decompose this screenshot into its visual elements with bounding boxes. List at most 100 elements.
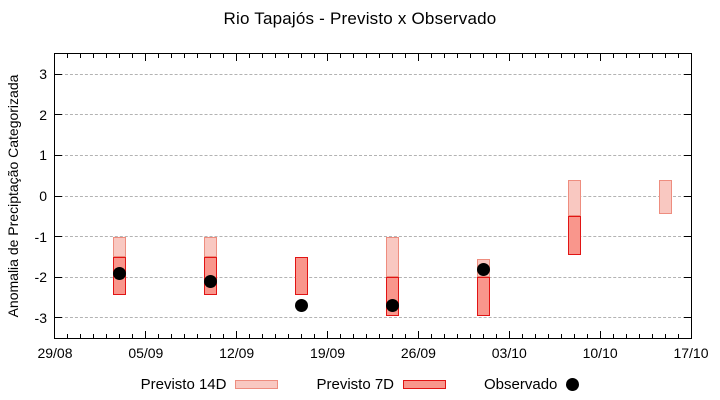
x-minor-tick xyxy=(430,334,432,338)
x-minor-tick xyxy=(560,334,562,338)
x-minor-tick-mirror xyxy=(119,54,121,58)
observed-point xyxy=(204,274,218,288)
x-minor-tick xyxy=(223,334,225,338)
x-minor-tick xyxy=(391,334,393,338)
y-tick-label: -3 xyxy=(34,309,47,326)
y-tick xyxy=(55,276,62,278)
legend-observed-point-icon xyxy=(566,377,580,391)
legend-label-previsto-14d: Previsto 14D xyxy=(140,375,227,393)
x-minor-tick-mirror xyxy=(275,54,277,58)
x-tick-label: 26/09 xyxy=(400,345,436,361)
x-minor-tick-mirror xyxy=(366,54,367,58)
x-minor-tick xyxy=(482,334,484,338)
x-minor-tick-mirror xyxy=(638,54,640,58)
x-tick-label: 03/10 xyxy=(491,345,527,361)
x-minor-tick-mirror xyxy=(314,54,316,58)
x-minor-tick xyxy=(67,334,69,338)
observed-point xyxy=(295,299,309,313)
x-minor-tick xyxy=(443,334,445,338)
legend: Previsto 14D Previsto 7D Observado xyxy=(0,371,720,397)
legend-item-observado: Observado xyxy=(484,375,580,393)
x-minor-tick xyxy=(93,334,95,338)
forecast-bar-7d xyxy=(567,216,581,255)
x-minor-tick-mirror xyxy=(80,54,82,58)
x-minor-tick-mirror xyxy=(391,54,393,58)
x-major-tick xyxy=(508,331,510,338)
x-tick-label: 05/09 xyxy=(128,345,164,361)
x-minor-tick-mirror xyxy=(664,54,666,58)
x-major-tick xyxy=(417,331,419,338)
x-minor-tick-mirror xyxy=(469,54,471,58)
x-minor-tick-mirror xyxy=(521,54,523,58)
x-minor-tick-mirror xyxy=(249,54,251,58)
x-minor-tick xyxy=(586,334,588,338)
x-minor-tick-mirror xyxy=(495,54,497,58)
x-minor-tick-mirror xyxy=(353,54,355,58)
x-minor-tick-mirror xyxy=(340,54,342,58)
x-minor-tick xyxy=(456,334,458,338)
x-minor-tick xyxy=(314,334,316,338)
x-minor-tick-mirror xyxy=(534,54,536,58)
gridline xyxy=(55,154,691,156)
gridline xyxy=(55,317,691,319)
forecast-bar-7d xyxy=(476,277,490,316)
x-minor-tick xyxy=(132,334,134,338)
forecast-bar-14d xyxy=(204,236,218,257)
x-minor-tick xyxy=(547,334,549,338)
x-minor-tick xyxy=(366,334,367,338)
chart-title: Rio Tapajós - Previsto x Observado xyxy=(223,9,497,28)
x-minor-tick xyxy=(534,334,536,338)
x-major-tick-mirror xyxy=(236,54,238,61)
y-tick xyxy=(55,114,62,116)
forecast-bar-14d xyxy=(113,236,127,257)
y-tick-mirror xyxy=(684,317,691,319)
x-minor-tick xyxy=(651,334,653,338)
gridline xyxy=(55,195,691,197)
forecast-bar-7d xyxy=(295,256,309,296)
x-minor-tick xyxy=(573,334,575,338)
x-minor-tick xyxy=(495,334,497,338)
y-tick xyxy=(55,73,62,75)
x-minor-tick xyxy=(119,334,121,338)
x-minor-tick-mirror xyxy=(301,54,303,58)
x-minor-tick-mirror xyxy=(197,54,199,58)
x-minor-tick-mirror xyxy=(106,54,108,58)
forecast-bar-14d xyxy=(658,179,672,215)
y-tick-mirror xyxy=(684,195,691,197)
x-minor-tick xyxy=(404,334,406,338)
observed-point xyxy=(476,262,490,276)
x-minor-tick-mirror xyxy=(560,54,562,58)
x-minor-tick-mirror xyxy=(67,54,69,58)
x-minor-tick xyxy=(664,334,666,338)
x-minor-tick-mirror xyxy=(456,54,458,58)
y-tick-mirror xyxy=(684,236,691,238)
x-minor-tick-mirror xyxy=(482,54,484,58)
observed-point xyxy=(385,299,399,313)
x-minor-tick xyxy=(158,334,160,338)
x-minor-tick xyxy=(378,334,380,338)
x-minor-tick-mirror xyxy=(288,54,290,58)
x-minor-tick-mirror xyxy=(378,54,380,58)
legend-label-observado: Observado xyxy=(484,375,558,393)
y-tick-mirror xyxy=(684,276,691,278)
x-minor-tick-mirror xyxy=(443,54,445,58)
x-minor-tick-mirror xyxy=(430,54,432,58)
x-minor-tick xyxy=(612,334,614,338)
legend-item-previsto-14d: Previsto 14D xyxy=(141,376,279,393)
y-tick-label: -2 xyxy=(34,269,47,286)
x-minor-tick xyxy=(275,334,277,338)
x-minor-tick-mirror xyxy=(171,54,173,58)
x-major-tick xyxy=(236,331,238,338)
x-minor-tick-mirror xyxy=(184,54,186,58)
x-minor-tick-mirror xyxy=(677,54,679,58)
x-minor-tick xyxy=(171,334,173,338)
x-major-tick-mirror xyxy=(327,54,329,61)
x-tick-label: 29/08 xyxy=(37,345,73,361)
x-minor-tick-mirror xyxy=(158,54,160,58)
y-tick xyxy=(55,236,62,238)
y-tick xyxy=(55,154,62,156)
x-minor-tick xyxy=(80,334,82,338)
gridline xyxy=(55,236,691,238)
forecast-bar-14d xyxy=(567,179,581,217)
x-minor-tick xyxy=(184,334,186,338)
